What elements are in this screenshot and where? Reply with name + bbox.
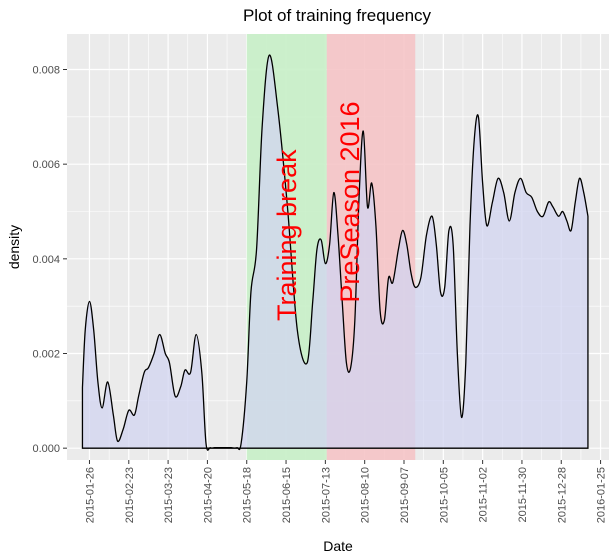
y-axis-title: density <box>6 225 22 269</box>
y-tick-label: 0.004 <box>32 254 60 266</box>
x-tick-label: 2016-01-25 <box>596 467 608 523</box>
y-axis: 0.000 0.002 0.004 0.006 0.008 <box>32 65 67 455</box>
x-tick-label: 2015-11-02 <box>478 467 490 522</box>
x-tick-label: 2015-02-23 <box>124 467 136 523</box>
x-tick-label: 2015-05-18 <box>242 467 254 523</box>
y-tick-label: 0.006 <box>32 159 60 171</box>
chart-title: Plot of training frequency <box>243 6 432 25</box>
x-tick-label: 2015-09-07 <box>399 467 411 523</box>
x-tick-label: 2015-06-15 <box>281 467 293 523</box>
x-tick-label: 2015-01-26 <box>85 467 97 523</box>
x-tick-label: 2015-04-20 <box>202 467 214 523</box>
density-line <box>81 54 589 451</box>
x-tick-label: 2015-03-23 <box>163 467 175 523</box>
x-tick-label: 2015-07-13 <box>320 467 332 523</box>
y-tick-label: 0.008 <box>32 65 60 77</box>
annotation-preseason: PreSeason 2016 <box>335 101 365 302</box>
x-tick-label: 2015-12-28 <box>556 467 568 523</box>
y-tick-label: 0.002 <box>32 349 60 361</box>
region-annotations: Training break PreSeason 2016 <box>272 101 365 321</box>
x-tick-label: 2015-10-05 <box>438 467 450 523</box>
x-tick-label: 2015-08-10 <box>360 467 372 523</box>
x-axis-title: Date <box>323 538 353 554</box>
density-area <box>82 55 588 451</box>
y-tick-label: 0.000 <box>32 443 60 455</box>
x-tick-label: 2015-11-30 <box>517 467 529 522</box>
annotation-training-break: Training break <box>272 149 302 321</box>
x-axis: 2015-01-26 2015-02-23 2015-03-23 2015-04-20… <box>85 460 608 523</box>
